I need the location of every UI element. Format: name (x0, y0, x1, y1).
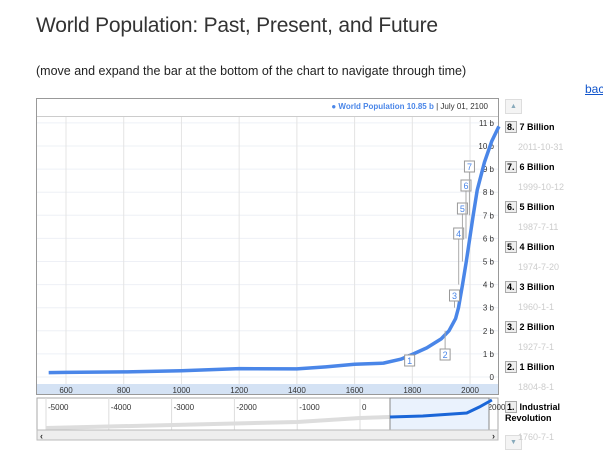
navigator-selected-line (389, 398, 493, 419)
back-link[interactable]: bac (585, 82, 603, 96)
page-subtitle: (move and expand the bar at the bottom o… (36, 64, 467, 78)
event-title: 6 Billion (519, 162, 555, 172)
x-tick-label: 1200 (230, 386, 248, 395)
x-tick-label: 1400 (288, 386, 306, 395)
event-flag (448, 289, 460, 302)
y-tick-label: 0 (490, 373, 495, 382)
y-tick-label: 9 b (483, 165, 495, 174)
y-tick-label: 11 b (479, 119, 495, 128)
legend-date: July 01, 2100 (440, 102, 488, 111)
scroll-right-icon[interactable]: › (492, 431, 495, 441)
x-tick-label: 1600 (346, 386, 364, 395)
event-flag-label: 4 (456, 229, 461, 239)
legend-separator: | (436, 102, 439, 111)
event-list-item[interactable]: 7. 6 Billion 1999-10-12 (505, 161, 564, 192)
event-flag (463, 160, 475, 173)
event-date: 1927-7-1 (518, 342, 555, 352)
x-axis-band (37, 384, 498, 394)
event-date: 2011-10-31 (518, 142, 564, 152)
event-flag-label: 5 (460, 204, 465, 214)
population-line (48, 125, 501, 375)
y-tick-label: 4 b (483, 281, 495, 290)
event-list-item[interactable]: 2. 1 Billion 1804-8-1 (505, 361, 555, 392)
event-number: 3. (505, 321, 517, 333)
navigator-tick-label: -3000 (174, 403, 195, 412)
event-flag (404, 354, 416, 367)
navigator-tick-label: 0 (362, 403, 367, 412)
event-list-item[interactable]: 3. 2 Billion 1927-7-1 (505, 321, 555, 352)
legend-series-value: 10.85 b (406, 102, 434, 111)
y-tick-label: 3 b (483, 304, 495, 313)
event-date: 1760-7-1 (518, 432, 555, 442)
navigator-tick-label: -5000 (48, 403, 69, 412)
navigator-tick-label: 2000 (488, 403, 506, 412)
event-flag (460, 179, 472, 192)
event-title: 4 Billion (519, 242, 555, 252)
event-flag-label: 6 (463, 181, 468, 191)
event-flag (453, 227, 465, 240)
event-list-item[interactable]: 5. 4 Billion 1974-7-20 (505, 241, 559, 272)
x-tick-label: 2000 (461, 386, 479, 395)
event-number: 5. (505, 241, 517, 253)
event-list-item[interactable]: 6. 5 Billion 1987-7-11 (505, 201, 558, 232)
event-date: 1960-1-1 (518, 302, 555, 312)
event-number: 1. (505, 401, 517, 413)
event-number: 8. (505, 121, 517, 133)
event-flag (439, 348, 451, 361)
navigator-tick-label: -2000 (236, 403, 257, 412)
y-tick-label: 8 b (483, 188, 495, 197)
event-title: 2 Billion (519, 322, 555, 332)
y-tick-label: 5 b (483, 258, 495, 267)
event-number: 6. (505, 201, 517, 213)
legend-series-name: World Population (338, 102, 405, 111)
legend-series-dot: ● (331, 102, 337, 111)
x-tick-label: 1800 (403, 386, 421, 395)
x-tick-label: 800 (117, 386, 131, 395)
event-list-item[interactable]: 4. 3 Billion 1960-1-1 (505, 281, 555, 312)
navigator-history-line (45, 415, 391, 430)
event-title: Industrial Revolution (505, 402, 561, 423)
event-date: 1804-8-1 (518, 382, 555, 392)
navigator-tick-label: -4000 (111, 403, 132, 412)
event-flag-label: 1 (407, 356, 412, 366)
event-title: 7 Billion (519, 122, 555, 132)
event-title: 1 Billion (519, 362, 555, 372)
header-divider (37, 116, 498, 117)
navigator-tick-label: -1000 (299, 403, 320, 412)
event-number: 4. (505, 281, 517, 293)
event-flag-label: 3 (452, 291, 457, 301)
event-title: 3 Billion (519, 282, 555, 292)
event-title: 5 Billion (519, 202, 555, 212)
events-scroll-up-button[interactable]: ▲ (505, 99, 522, 114)
x-tick-label: 600 (59, 386, 73, 395)
event-number: 7. (505, 161, 517, 173)
chart-container[interactable]: ● World Population 10.85 b | July 01, 21… (36, 98, 499, 395)
event-list-item[interactable]: 8. 7 Billion 2011-10-31 (505, 121, 563, 152)
event-date: 1999-10-12 (518, 182, 565, 192)
page-title: World Population: Past, Present, and Fut… (36, 14, 438, 37)
event-number: 2. (505, 361, 517, 373)
x-tick-label: 1000 (173, 386, 191, 395)
event-flag-label: 2 (443, 350, 448, 360)
y-tick-label: 10 b (478, 142, 494, 151)
event-date: 1987-7-11 (518, 222, 559, 232)
y-tick-label: 6 b (483, 234, 495, 243)
y-tick-label: 7 b (483, 211, 495, 220)
event-flag (456, 202, 468, 215)
chart-legend: ● World Population 10.85 b | July 01, 21… (331, 102, 488, 111)
scroll-left-icon[interactable]: ‹ (40, 431, 43, 441)
event-list-item[interactable]: 1. Industrial Revolution 1760-7-1 (505, 401, 603, 442)
y-tick-label: 1 b (483, 350, 495, 359)
navigator-range-selector[interactable] (389, 397, 490, 431)
y-tick-label: 2 b (483, 327, 495, 336)
navigator-scrollbar[interactable] (36, 429, 499, 441)
event-date: 1974-7-20 (518, 262, 560, 272)
event-flag-label: 7 (467, 162, 472, 172)
